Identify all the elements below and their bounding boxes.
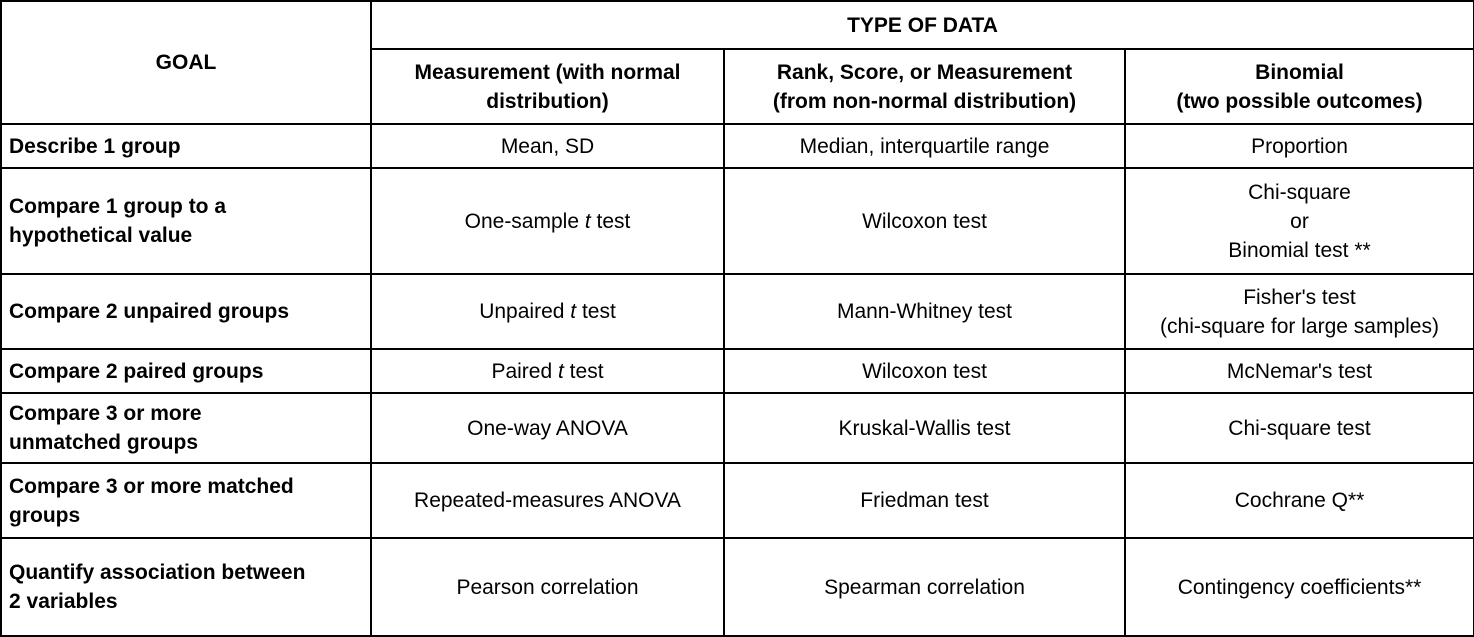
cell-text: One-way ANOVA — [467, 416, 628, 440]
cell-text: Unpaired t test — [479, 300, 616, 323]
header-line: Measurement (with normal — [414, 60, 681, 84]
header-line: Binomial — [1255, 60, 1344, 84]
goal-cell: Describe 1 group — [0, 123, 372, 169]
cell-text: Median, interquartile range — [799, 134, 1050, 158]
table-row: Quantify association between 2 variables P… — [0, 537, 1474, 637]
header-line: distribution) — [486, 89, 609, 113]
cell-rank: Friedman test — [723, 462, 1126, 539]
goal-cell: Compare 2 paired groups — [0, 348, 372, 394]
header-row-columns: Measurement (with normal distribution) R… — [1, 48, 1474, 125]
cell-binomial: McNemar's test — [1123, 348, 1474, 394]
cell-text: Mean, SD — [500, 134, 595, 158]
goal-text: Describe 1 group — [9, 134, 181, 158]
header-row-top: GOAL TYPE OF DATA — [0, 0, 1474, 125]
cell-text: Fisher's test — [1243, 285, 1356, 309]
table-row: Describe 1 group Mean, SD Median, interqua… — [0, 123, 1474, 169]
cell-binomial: Chi-square test — [1123, 392, 1474, 464]
cell-text: Pearson correlation — [456, 575, 639, 599]
cell-text: Wilcoxon test — [862, 359, 987, 383]
table-row: Compare 1 group to a hypothetical value On… — [0, 167, 1474, 275]
type-of-data-header: TYPE OF DATA — [369, 0, 1474, 50]
cell-rank: Wilcoxon test — [723, 348, 1126, 394]
cell-text: or — [1290, 209, 1309, 233]
cell-measurement: One-way ANOVA — [370, 392, 725, 464]
header-line: (from non-normal distribution) — [772, 89, 1077, 113]
italic-variable: t — [570, 300, 577, 323]
cell-measurement: Unpaired t test — [370, 273, 725, 350]
cell-binomial: Fisher's test (chi-square for large sampl… — [1123, 273, 1474, 350]
goal-text: 2 variables — [9, 590, 118, 613]
cell-text: One-sample t test — [464, 209, 631, 233]
cell-text: Binomial test ** — [1228, 238, 1371, 262]
goal-text: Compare 1 group to a — [9, 195, 227, 218]
cell-measurement: Mean, SD — [370, 123, 725, 169]
table-body: Describe 1 group Mean, SD Median, interqua… — [0, 123, 1474, 637]
header-line: (two possible outcomes) — [1176, 89, 1423, 113]
cell-binomial: Contingency coefficients** — [1123, 537, 1474, 637]
goal-text: groups — [9, 503, 81, 527]
table-row: Compare 3 or more unmatched groups One-way… — [0, 392, 1474, 464]
cell-text: Chi-square — [1248, 180, 1351, 204]
column-header-rank: Rank, Score, or Measurement (from non-no… — [723, 48, 1126, 125]
cell-binomial: Chi-square or Binomial test ** — [1123, 167, 1474, 275]
cell-text: McNemar's test — [1226, 359, 1373, 383]
cell-rank: Spearman correlation — [723, 537, 1126, 637]
goal-cell: Compare 3 or more unmatched groups — [0, 392, 372, 464]
cell-text: Proportion — [1251, 134, 1348, 158]
cell-text: Friedman test — [860, 489, 989, 512]
goal-cell: Quantify association between 2 variables — [0, 537, 372, 637]
italic-variable: t — [584, 209, 591, 233]
cell-text: Repeated-measures ANOVA — [414, 489, 681, 512]
cell-binomial: Proportion — [1123, 123, 1474, 169]
goal-text: Quantify association between — [9, 561, 306, 584]
cell-text: Paired t test — [491, 359, 604, 383]
goal-text: unmatched groups — [9, 431, 199, 454]
cell-measurement: Repeated-measures ANOVA — [370, 462, 725, 539]
cell-text: Spearman correlation — [824, 575, 1025, 599]
cell-measurement: One-sample t test — [370, 167, 725, 275]
cell-text: Contingency coefficients** — [1177, 575, 1422, 599]
goal-cell: Compare 1 group to a hypothetical value — [0, 167, 372, 275]
column-header-measurement: Measurement (with normal distribution) — [370, 48, 725, 125]
goal-text: Compare 2 unpaired groups — [9, 300, 290, 323]
column-header-binomial: Binomial (two possible outcomes) — [1123, 48, 1474, 125]
cell-binomial: Cochrane Q** — [1123, 462, 1474, 539]
goal-cell: Compare 3 or more matched groups — [0, 462, 372, 539]
cell-text: (chi-square for large samples) — [1160, 314, 1439, 338]
header-line: Rank, Score, or Measurement — [776, 60, 1073, 84]
table-row: Compare 3 or more matched groups Repeated-… — [0, 462, 1474, 539]
goal-header: GOAL — [0, 0, 372, 125]
italic-variable: t — [558, 359, 564, 383]
goal-cell: Compare 2 unpaired groups — [0, 273, 372, 350]
cell-rank: Median, interquartile range — [723, 123, 1126, 169]
cell-rank: Wilcoxon test — [723, 167, 1126, 275]
cell-rank: Mann-Whitney test — [723, 273, 1126, 350]
goal-text: hypothetical value — [9, 224, 193, 247]
goal-text: Compare 3 or more matched — [9, 474, 294, 498]
cell-text: Chi-square test — [1228, 416, 1371, 440]
cell-text: Wilcoxon test — [862, 209, 987, 233]
table-row: Compare 2 unpaired groups Unpaired t test… — [0, 273, 1474, 350]
cell-rank: Kruskal-Wallis test — [723, 392, 1126, 464]
table-row: Compare 2 paired groups Paired t test Wilc… — [0, 348, 1474, 394]
goal-text: Compare 3 or more — [9, 402, 202, 425]
cell-text: Kruskal-Wallis test — [838, 416, 1011, 440]
cell-text: Cochrane Q** — [1234, 489, 1365, 512]
cell-measurement: Paired t test — [370, 348, 725, 394]
cell-text: Mann-Whitney test — [836, 300, 1013, 323]
goal-text: Compare 2 paired groups — [9, 359, 264, 383]
cell-measurement: Pearson correlation — [370, 537, 725, 637]
